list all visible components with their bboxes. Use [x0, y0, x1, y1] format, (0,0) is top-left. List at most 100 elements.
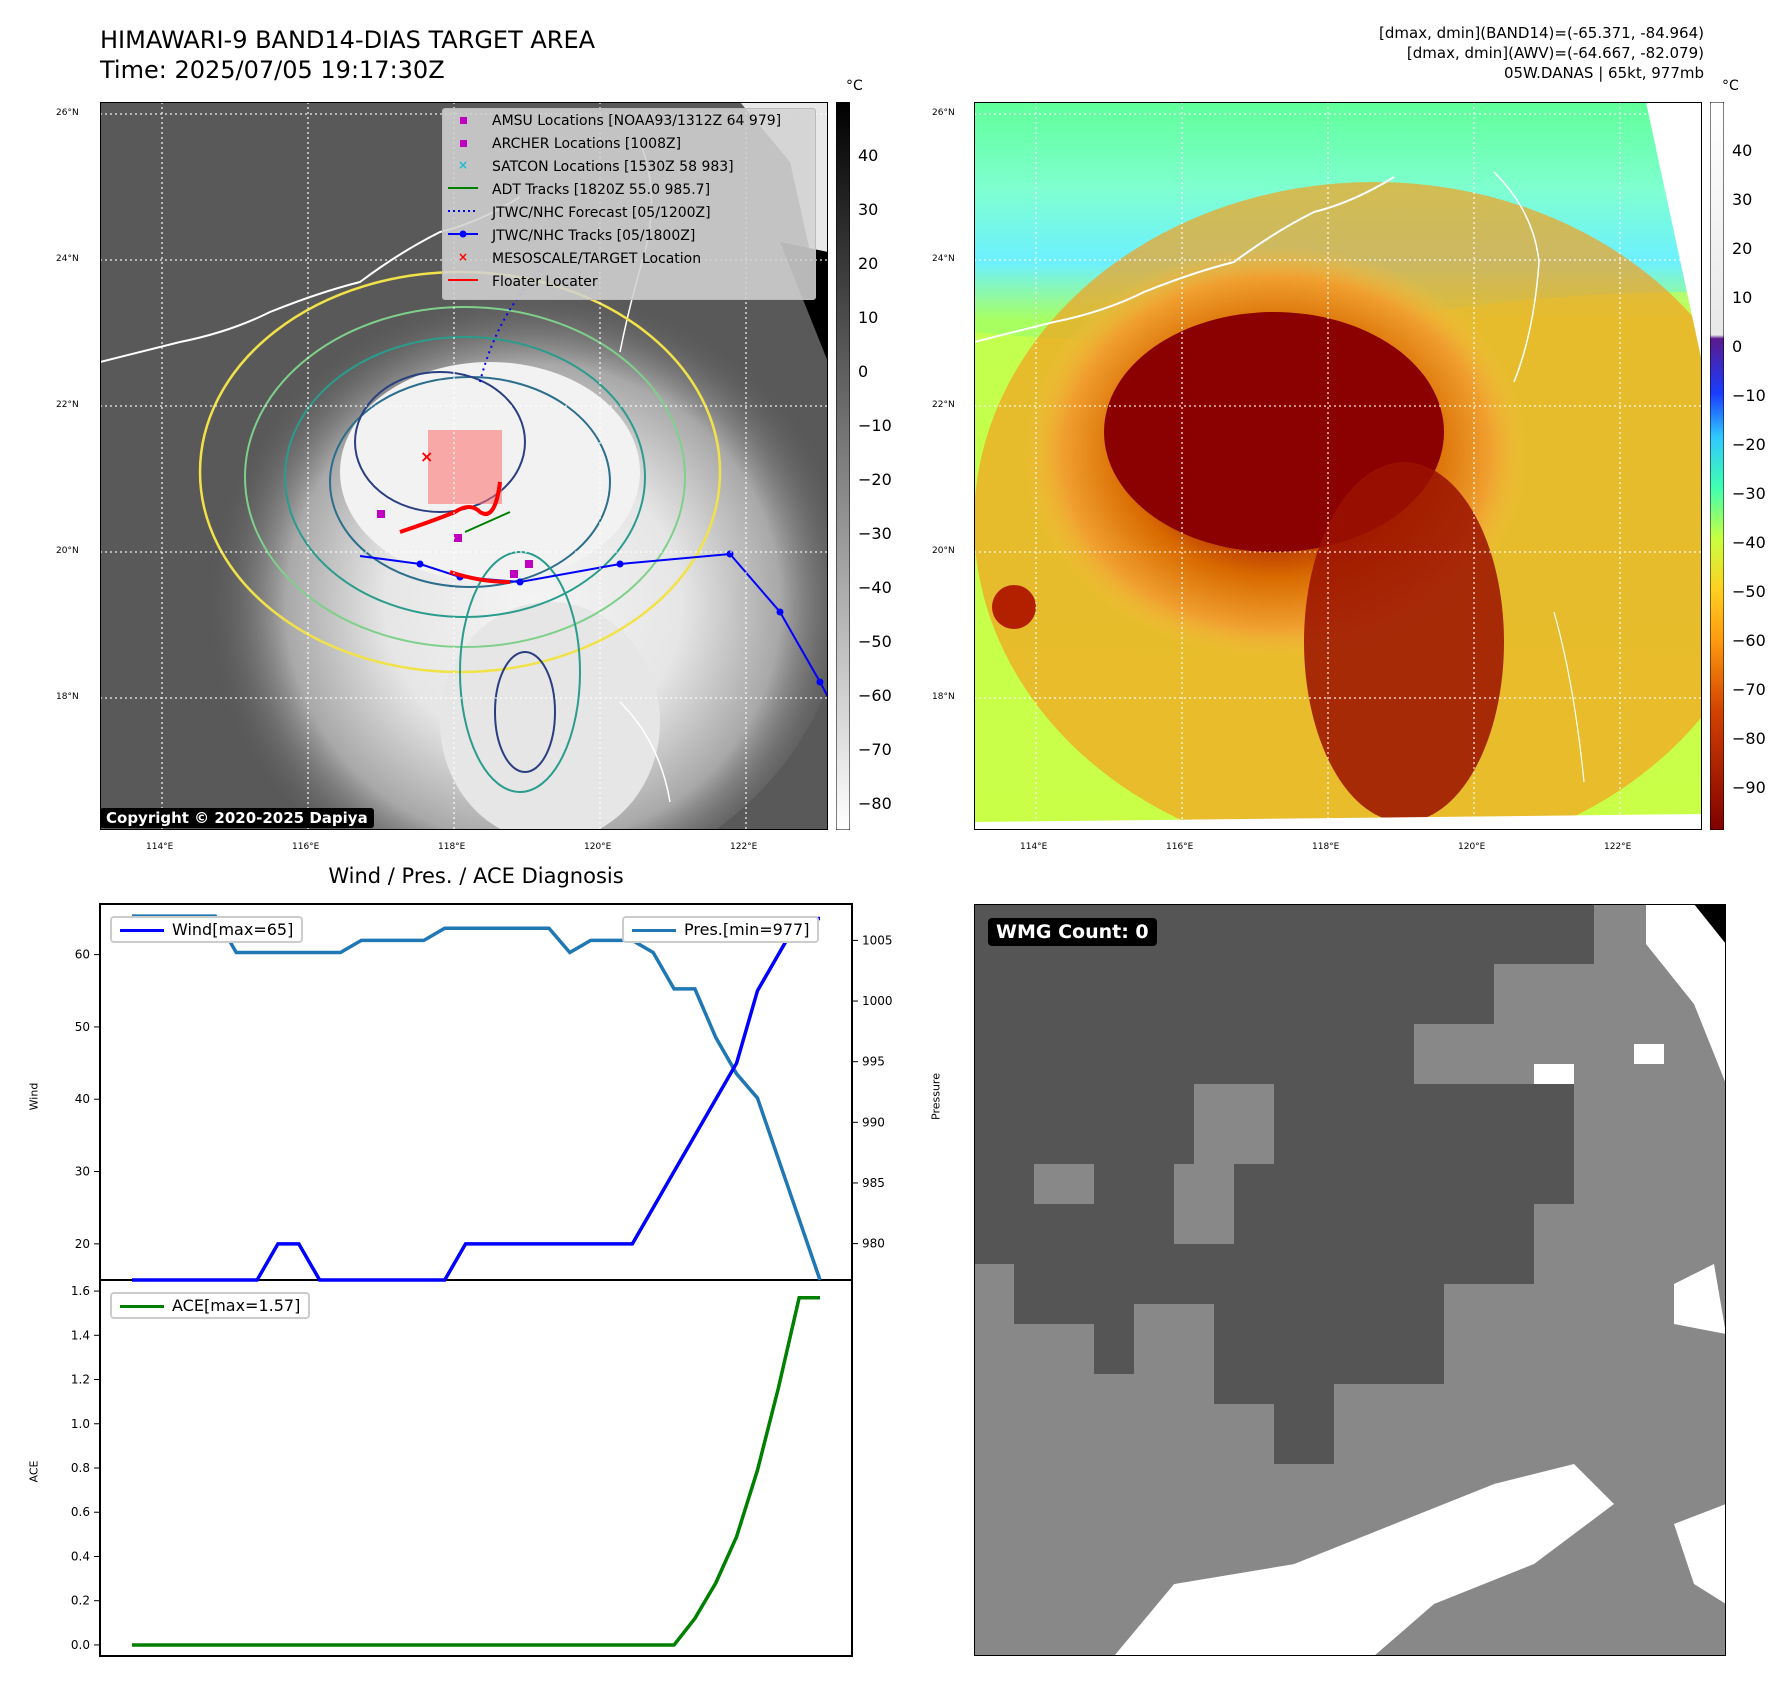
- gray-cb-tick: −40: [858, 578, 892, 597]
- gray-cb-tick: −60: [858, 686, 892, 705]
- lat-label-26: 26°N: [932, 108, 955, 118]
- color-cb-tick: −40: [1732, 533, 1766, 552]
- legend-satcon-marker: ×: [458, 158, 468, 172]
- color-cb-tick: −30: [1732, 484, 1766, 503]
- wind-tick-label: 50: [75, 1020, 90, 1034]
- pressure-legend: Pres.[min=977]: [622, 916, 820, 943]
- legend-amsu-label: AMSU Locations [NOAA93/1312Z 64 979]: [492, 113, 782, 129]
- gray-cb-tick: −30: [858, 524, 892, 543]
- map-legend: [442, 108, 816, 300]
- gray-colorbar: [836, 102, 850, 830]
- lon-label-114: 114°E: [1020, 842, 1048, 852]
- lat-label-24: 24°N: [932, 254, 955, 264]
- wind-line: [132, 916, 820, 1282]
- pressure-tick-label: 995: [862, 1055, 885, 1069]
- legend-jtwc-label: JTWC/NHC Tracks [05/1800Z]: [492, 228, 696, 244]
- lat-label-18: 18°N: [56, 692, 79, 702]
- legend-target-marker: ×: [458, 250, 468, 264]
- gray-cb-tick: −50: [858, 632, 892, 651]
- lon-label-122: 122°E: [730, 842, 758, 852]
- lat-label-20: 20°N: [56, 546, 79, 556]
- gray-cb-tick: −70: [858, 740, 892, 759]
- ace-plot-frame: [99, 1279, 853, 1657]
- gray-cb-tick: 30: [858, 200, 879, 219]
- wind-legend: Wind[max=65]: [110, 916, 304, 943]
- gray-cb-tick: −10: [858, 416, 892, 435]
- gray-cb-tick: −80: [858, 794, 892, 813]
- pressure-tick-label: 990: [862, 1115, 885, 1129]
- ace-tick-label: 0.2: [71, 1594, 90, 1608]
- ace-tick-label: 1.6: [71, 1284, 90, 1298]
- lat-label-20: 20°N: [932, 546, 955, 556]
- pressure-legend-label: Pres.[min=977]: [684, 920, 810, 939]
- color-cb-tick: −70: [1732, 680, 1766, 699]
- legend-floater-label: Floater Locater: [492, 274, 598, 290]
- legend-target-label: MESOSCALE/TARGET Location: [492, 251, 702, 267]
- lat-label-22: 22°N: [56, 400, 79, 410]
- wind-legend-label: Wind[max=65]: [172, 920, 294, 939]
- pressure-tick-label: 980: [862, 1237, 885, 1251]
- ace-tick-label: 1.4: [71, 1328, 90, 1342]
- wmg-count-badge: WMG Count: 0: [988, 918, 1157, 946]
- ace-tick-label: 1.2: [71, 1373, 90, 1387]
- color-cb-tick: −10: [1732, 386, 1766, 405]
- map-legend-markers: × ×: [448, 117, 478, 281]
- ace-tick-label: 0.8: [71, 1461, 90, 1475]
- pressure-tick-label: 985: [862, 1176, 885, 1190]
- ace-tick-label: 0.4: [71, 1549, 90, 1563]
- color-cb-tick: 10: [1732, 288, 1753, 307]
- ace-tick-label: 0.6: [71, 1505, 90, 1519]
- color-cb-tick: 30: [1732, 190, 1753, 209]
- ace-legend-label: ACE[max=1.57]: [172, 1296, 301, 1315]
- pressure-tick-label: 1000: [862, 994, 893, 1008]
- dmax-awv-label: [dmax, dmin](AWV)=(-64.667, -82.079): [1406, 44, 1704, 62]
- lon-label-120: 120°E: [1458, 842, 1486, 852]
- copyright-badge: Copyright © 2020-2025 Dapiya: [100, 808, 374, 828]
- color-cb-tick: −50: [1732, 582, 1766, 601]
- wind-tick-label: 30: [75, 1165, 90, 1179]
- lon-label-118: 118°E: [1312, 842, 1340, 852]
- ace-line: [132, 1295, 820, 1647]
- lon-label-120: 120°E: [584, 842, 612, 852]
- wind-plot-frame: [99, 903, 853, 1281]
- color-cb-tick: 20: [1732, 239, 1753, 258]
- gray-cb-tick: 40: [858, 146, 879, 165]
- dmax-band14-label: [dmax, dmin](BAND14)=(-65.371, -84.964): [1379, 24, 1704, 42]
- lon-label-116: 116°E: [292, 842, 320, 852]
- color-colorbar-unit: °C: [1722, 78, 1739, 94]
- color-colorbar: [1710, 102, 1724, 830]
- gray-cb-tick: 20: [858, 254, 879, 273]
- pressure-line: [132, 914, 822, 1281]
- svg-text:×: ×: [420, 447, 433, 466]
- ace-legend-line: [120, 1305, 164, 1308]
- legend-satcon-label: SATCON Locations [1530Z 58 983]: [492, 159, 734, 175]
- lon-label-118: 118°E: [438, 842, 466, 852]
- legend-archer-label: ARCHER Locations [1008Z]: [492, 136, 682, 152]
- gray-cb-tick: 10: [858, 308, 879, 327]
- lon-label-116: 116°E: [1166, 842, 1194, 852]
- color-cb-tick: −80: [1732, 729, 1766, 748]
- pressure-tick-label: 1005: [862, 933, 893, 947]
- legend-amsu-marker: [460, 117, 467, 124]
- time-label: Time: 2025/07/05 19:17:30Z: [100, 56, 445, 84]
- diagnosis-title: Wind / Pres. / ACE Diagnosis: [328, 864, 624, 888]
- ace-axis-label: ACE: [27, 1460, 41, 1483]
- lat-label-24: 24°N: [56, 254, 79, 264]
- legend-forecast-label: JTWC/NHC Forecast [05/1200Z]: [492, 205, 711, 221]
- wind-legend-line: [120, 929, 164, 932]
- color-cb-tick: −60: [1732, 631, 1766, 650]
- wind-tick-label: 20: [75, 1237, 90, 1251]
- ace-tick-label: 1.0: [71, 1417, 90, 1431]
- wind-axis-label: Wind: [27, 1082, 41, 1111]
- wind-tick-label: 40: [75, 1092, 90, 1106]
- color-cb-tick: −90: [1732, 778, 1766, 797]
- ace-tick-label: 0.0: [71, 1638, 90, 1652]
- lat-label-22: 22°N: [932, 400, 955, 410]
- legend-archer-marker: [460, 140, 467, 147]
- enhanced-map-panel: [974, 102, 1702, 830]
- main-title: HIMAWARI-9 BAND14-DIAS TARGET AREA: [100, 26, 596, 54]
- color-cb-tick: 0: [1732, 337, 1743, 356]
- color-cb-tick: 40: [1732, 141, 1753, 160]
- lon-label-114: 114°E: [146, 842, 174, 852]
- lat-label-26: 26°N: [56, 108, 79, 118]
